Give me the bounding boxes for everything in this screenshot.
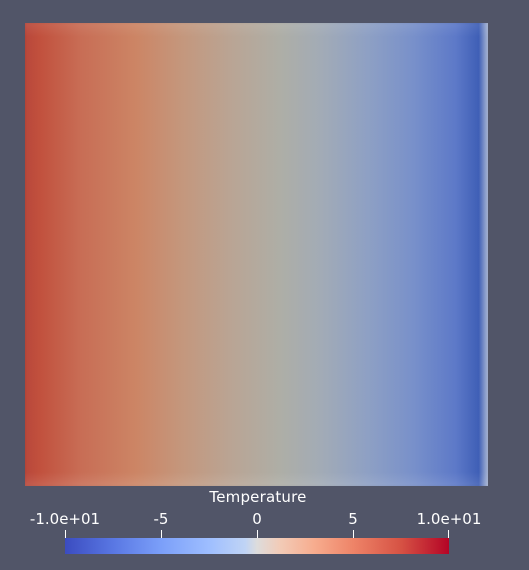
temperature-field-surface[interactable] (25, 23, 488, 486)
colorbar-tick-label: -5 (153, 510, 169, 528)
colorbar-tick-label: 0 (252, 510, 262, 528)
colorbar-tick (257, 530, 258, 539)
colorbar-tick (161, 530, 162, 539)
colorbar-tick (448, 530, 449, 539)
colorbar-tick (65, 530, 66, 539)
colorbar-tick-label: 5 (348, 510, 358, 528)
colorbar-tick-label-min: -1.0e+01 (29, 510, 101, 528)
colorbar-gradient (65, 538, 449, 554)
colorbar-tick (353, 530, 354, 539)
colorbar-title: Temperature (209, 488, 307, 506)
colorbar-tick-label-max: 1.0e+01 (416, 510, 482, 528)
